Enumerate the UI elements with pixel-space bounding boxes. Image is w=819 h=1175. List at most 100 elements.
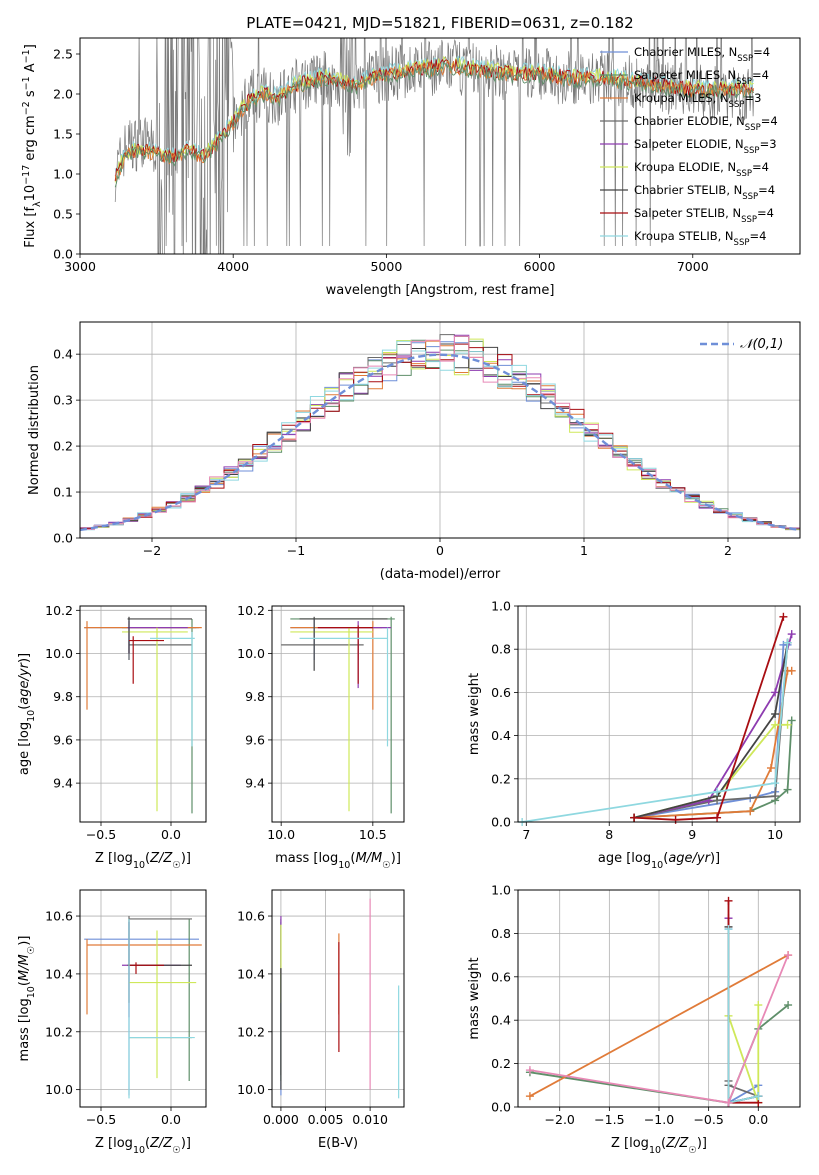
errorbar-point [317,621,392,689]
errorbar-point [290,616,395,814]
gridlines [272,606,404,822]
y-tick-label: 10.6 [237,909,265,924]
weight-marker [784,951,793,960]
legend-sub: SSP [737,54,753,64]
y-tick-label: 2.0 [53,87,73,102]
y-tick-label: 10.4 [237,966,265,981]
weight-line [727,926,759,1104]
label-part: ( [350,851,355,866]
y-tick-label: 0.2 [491,771,511,786]
x-tick-label: 10.5 [359,827,387,842]
label-part: ( [661,1136,666,1151]
x-tick-label: −1 [287,543,305,558]
legend-entry: Salpeter ELODIE, NSSP=3 [634,137,777,156]
x-tick-label: 0 [436,543,444,558]
weight-marker [724,896,733,905]
y-tick-label: 9.8 [245,689,265,704]
errorbar-point [122,627,188,812]
errorbar-point [127,918,192,1003]
legend-entry: Salpeter STELIB, NSSP=4 [634,206,774,225]
ticks [76,53,694,258]
y-tick-label: 10.2 [45,1024,73,1039]
x-axis-label: Z [log10(Z/Z☉)] [611,1136,707,1156]
x-tick-label: 9 [688,827,696,842]
label-part: 10 [23,185,38,202]
weight-line [529,954,789,1097]
x-tick-label: 0.010 [352,1112,388,1127]
label-part: )] [181,851,191,866]
legend-entry: Chabrier ELODIE, NSSP=4 [634,114,778,133]
ticks [76,915,172,1111]
weight-marker [787,666,796,675]
legend-count: =3 [760,137,777,151]
x-tick-label: 2 [724,543,732,558]
x-tick-label: 0.000 [263,1112,299,1127]
errorbars [84,916,202,1099]
x-tick-label: 4000 [217,259,249,274]
model-spectrum [114,61,755,188]
label-part: ☉ [26,946,37,955]
weight-marker [766,764,775,772]
axes-frame [79,605,207,823]
weight-line [521,642,789,823]
errorbar-point [127,621,188,654]
mass-vs-EBV-axes: 0.000 0.005 0.010 10.0 10.2 10.4 10.6 E(B-V) [237,889,405,1151]
label-part: 10 [133,1145,145,1156]
x-tick-label: 7000 [677,259,709,274]
weight-line [633,642,789,819]
axes-frame [271,889,405,1108]
legend-count: =4 [752,160,769,174]
weight-marker [713,787,722,796]
errorbar-point [127,616,192,654]
legend-label: Salpeter STELIB, N [634,206,741,220]
y-tick-label: 9.4 [245,776,265,791]
axes-frame [79,321,801,539]
y-tick-label: 0.0 [491,815,511,830]
weight-line [727,918,759,1104]
y-tick-label: 1.0 [53,167,73,182]
ticks [76,353,729,542]
x-tick-label: −0.5 [693,1112,723,1127]
age-vs-mass-axes: 10.0 10.5 9.4 9.6 9.8 10.0 10.2 mass [log10(M/M… [237,603,405,871]
label-part: )] [17,936,32,946]
x-tick-label: 0.0 [748,1112,768,1127]
y-tick-label: 10.0 [45,1082,73,1097]
y-tick-label: 0.0 [53,247,73,262]
weight-marker [525,1092,534,1101]
weight-marker [771,710,780,718]
axes-frame [517,605,801,823]
y-tick-label: 0.3 [53,393,73,408]
y-tick-label: 10.2 [237,1024,265,1039]
legend-sub: SSP [741,215,757,225]
label-part: erg cm [23,115,38,164]
label-part: )] [181,1136,191,1151]
legend-sub: SSP [736,169,752,179]
y-tick-label: 0.8 [491,926,511,941]
legend-label: Chabrier STELIB, N [634,183,742,197]
errorbar-point [128,916,192,966]
spectrum-axes: 3000 4000 5000 6000 7000 0.0 0.5 1.0 1.5 2.0 2.5 wa… [21,37,801,298]
legend-count: =4 [752,68,769,82]
label-part: )] [710,851,720,866]
y-axis-label: mass weight [467,957,482,1039]
x-tick-label: 5000 [370,259,402,274]
legend-count: =4 [758,183,775,197]
y-tick-label: 10.2 [45,603,73,618]
gridlines [272,890,404,1107]
x-tick-label: −0.5 [86,827,116,842]
y-tick-label: 10.0 [237,646,265,661]
y-tick-label: 10.6 [45,909,73,924]
y-tick-label: 2.5 [53,47,73,62]
y-tick-label: 0.0 [53,531,73,546]
weight-marker [771,792,780,801]
mass-weight-vs-Z-axes: −2.0 −1.5 −1.0 −0.5 0.0 0.0 0.2 0.4 0.6 0.8 1.0 Z [… [467,883,801,1156]
y-tick-label: 0.6 [491,969,511,984]
errorbar-point [129,962,164,974]
legend-count: =3 [744,91,761,105]
y-tick-label: 0.4 [53,347,73,362]
y-tick-label: 0.1 [53,485,73,500]
label-part: age/yr [668,851,711,866]
normal-curve [79,353,801,532]
axes-frame [79,37,801,255]
